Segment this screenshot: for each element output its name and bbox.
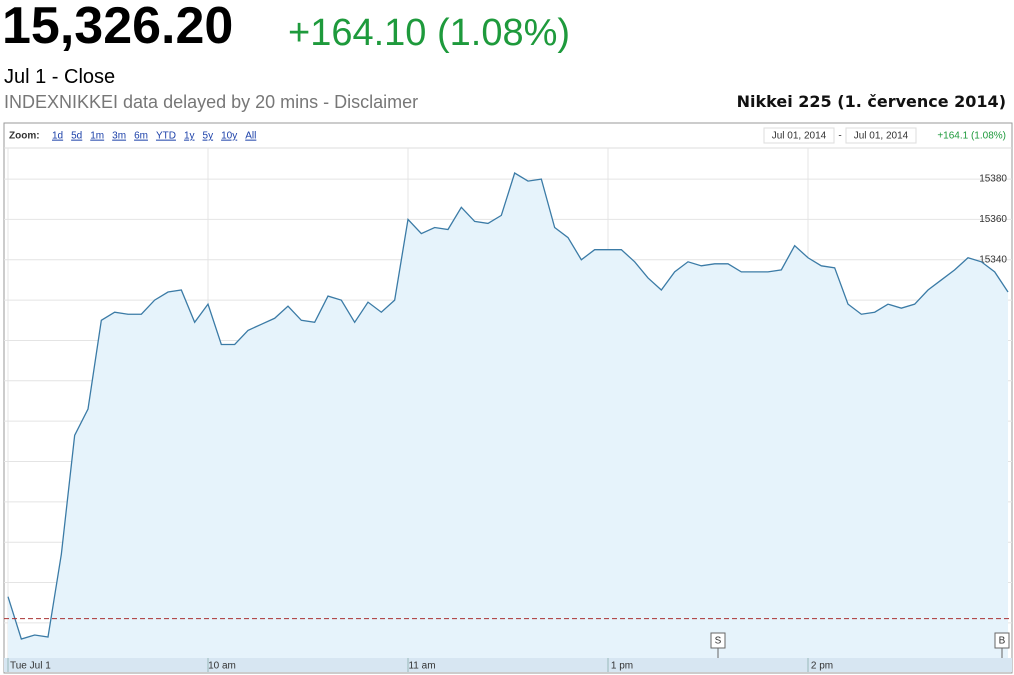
price-line	[7, 172, 1009, 640]
date-label: Jul 1 - Close	[4, 66, 116, 88]
flag-label[interactable]: S	[715, 636, 722, 647]
x-tick-label: 11 am	[408, 661, 435, 672]
x-tick-label: Tue Jul 1	[10, 661, 51, 672]
price-change: +164.10 (1.08%)	[288, 12, 571, 54]
chart-title: Nikkei 225 (1. července 2014)	[736, 92, 1006, 111]
zoom-option[interactable]: 1m	[90, 131, 104, 142]
range-start[interactable]: Jul 01, 2014	[772, 131, 827, 142]
range-box[interactable]	[845, 127, 917, 144]
x-tick-label: 1 pm	[611, 661, 633, 672]
flag-label[interactable]: B	[999, 636, 1006, 647]
y-tick-label: 15360	[979, 214, 1007, 225]
price: 15,326.20	[2, 0, 234, 55]
y-tick-label: 15340	[979, 254, 1007, 265]
range-change: +164.1 (1.08%)	[937, 131, 1006, 142]
zoom-option[interactable]: All	[245, 131, 256, 142]
zoom-option[interactable]: 3m	[112, 131, 126, 142]
x-tick-label: 10 am	[208, 661, 236, 672]
zoom-option[interactable]: 5d	[71, 131, 82, 142]
range-end[interactable]: Jul 01, 2014	[854, 131, 909, 142]
x-axis-bar	[4, 658, 1012, 672]
y-tick-label: 15380	[979, 174, 1007, 185]
source-note: INDEXNIKKEI data delayed by 20 mins - Di…	[4, 92, 419, 112]
range-box[interactable]	[763, 127, 835, 144]
line-area	[8, 173, 1008, 659]
zoom-label: Zoom:	[9, 131, 40, 142]
zoom-option[interactable]: YTD	[156, 131, 176, 142]
zoom-option[interactable]: 6m	[134, 131, 148, 142]
zoom-option[interactable]: 5y	[203, 131, 214, 142]
zoom-option[interactable]: 1d	[52, 131, 63, 142]
zoom-option[interactable]: 10y	[221, 131, 237, 142]
range-separator: -	[838, 131, 841, 142]
zoom-option[interactable]: 1y	[184, 131, 195, 142]
x-tick-label: 2 pm	[811, 661, 833, 672]
